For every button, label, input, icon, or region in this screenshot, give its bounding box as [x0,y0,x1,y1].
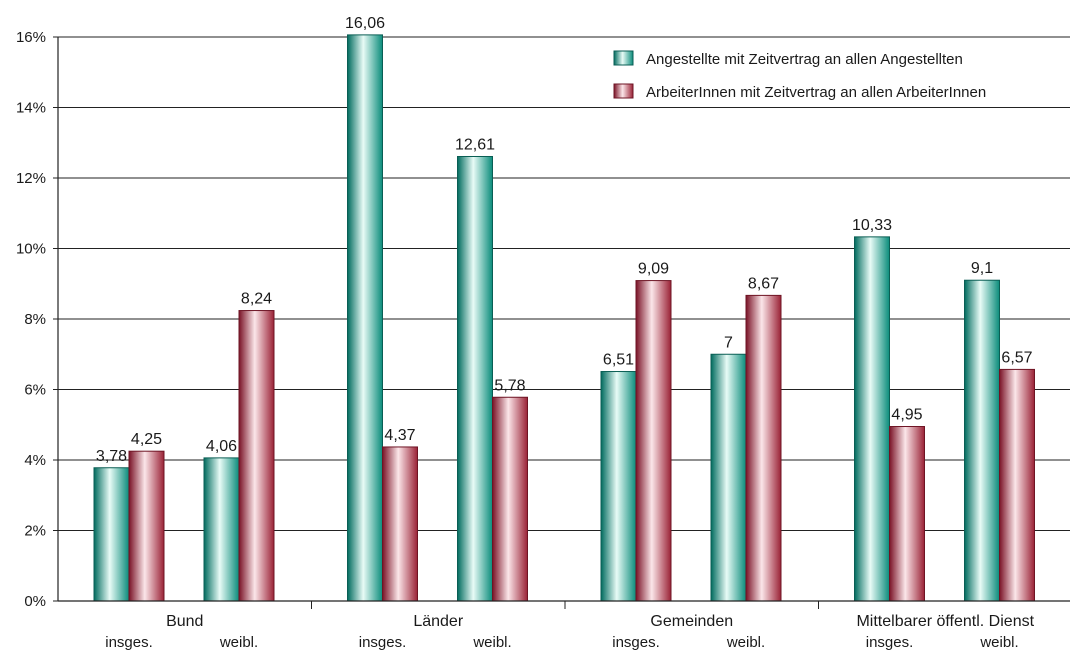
y-tick-label: 4% [24,452,46,469]
bar [999,368,1035,602]
legend-swatch [613,83,634,99]
data-label: 6,51 [603,352,634,369]
legend: Angestellte mit Zeitvertrag an allen Ang… [613,50,986,101]
bar [347,34,383,602]
y-tick-label: 6% [24,382,46,399]
subcategory-label: insges. [866,634,914,651]
bar [964,279,1000,602]
bar [600,371,637,602]
bar [93,467,130,602]
y-tick-label: 16% [16,29,46,46]
data-label: 8,24 [241,291,272,308]
data-label: 8,67 [748,275,779,292]
data-label: 16,06 [345,15,385,32]
bar [745,294,782,602]
subcategory-label: weibl. [219,634,258,651]
labels: 0% 2% 4% 6% 8% 10% 12% 14% 16% Bund insges. 3,784,2… [16,15,1035,651]
bar [854,236,890,602]
group-label: Bund [166,613,203,630]
data-label: 4,25 [131,431,162,448]
bar [382,446,418,602]
subcategory-label: insges. [612,634,660,651]
data-label: 3,78 [96,448,127,465]
bar [203,457,240,602]
bars [93,34,1035,602]
bar [710,353,747,602]
data-label: 4,37 [384,427,415,444]
data-label: 12,61 [455,136,495,153]
data-label: 6,57 [1001,349,1032,366]
group-label: Länder [413,613,463,630]
y-tick-label: 0% [24,593,46,610]
legend-swatch [613,50,634,66]
data-label: 9,1 [971,260,993,277]
bar [238,310,275,602]
data-label: 10,33 [852,217,892,234]
bar [635,280,672,602]
y-tick-label: 14% [16,100,46,117]
bar [492,396,528,602]
data-label: 4,06 [206,438,237,455]
subcategory-label: weibl. [979,634,1018,651]
y-tick-label: 2% [24,523,46,540]
bar [889,426,925,602]
y-tick-label: 12% [16,170,46,187]
data-label: 5,78 [494,377,525,394]
bar [128,450,165,602]
y-tick-label: 10% [16,241,46,258]
legend-label: ArbeiterInnen mit Zeitvertrag an allen A… [646,84,986,101]
data-label: 9,09 [638,261,669,278]
data-label: 4,95 [891,407,922,424]
bar [457,155,493,602]
legend-label: Angestellte mit Zeitvertrag an allen Ang… [646,51,963,68]
subcategory-label: weibl. [726,634,765,651]
y-tick-label: 8% [24,311,46,328]
data-label: 7 [724,334,733,351]
axes [53,36,1070,609]
subcategory-label: insges. [105,634,153,651]
group-label: Mittelbarer öffentl. Dienst [856,613,1034,630]
subcategory-label: insges. [359,634,407,651]
group-label: Gemeinden [650,613,733,630]
subcategory-label: weibl. [472,634,511,651]
